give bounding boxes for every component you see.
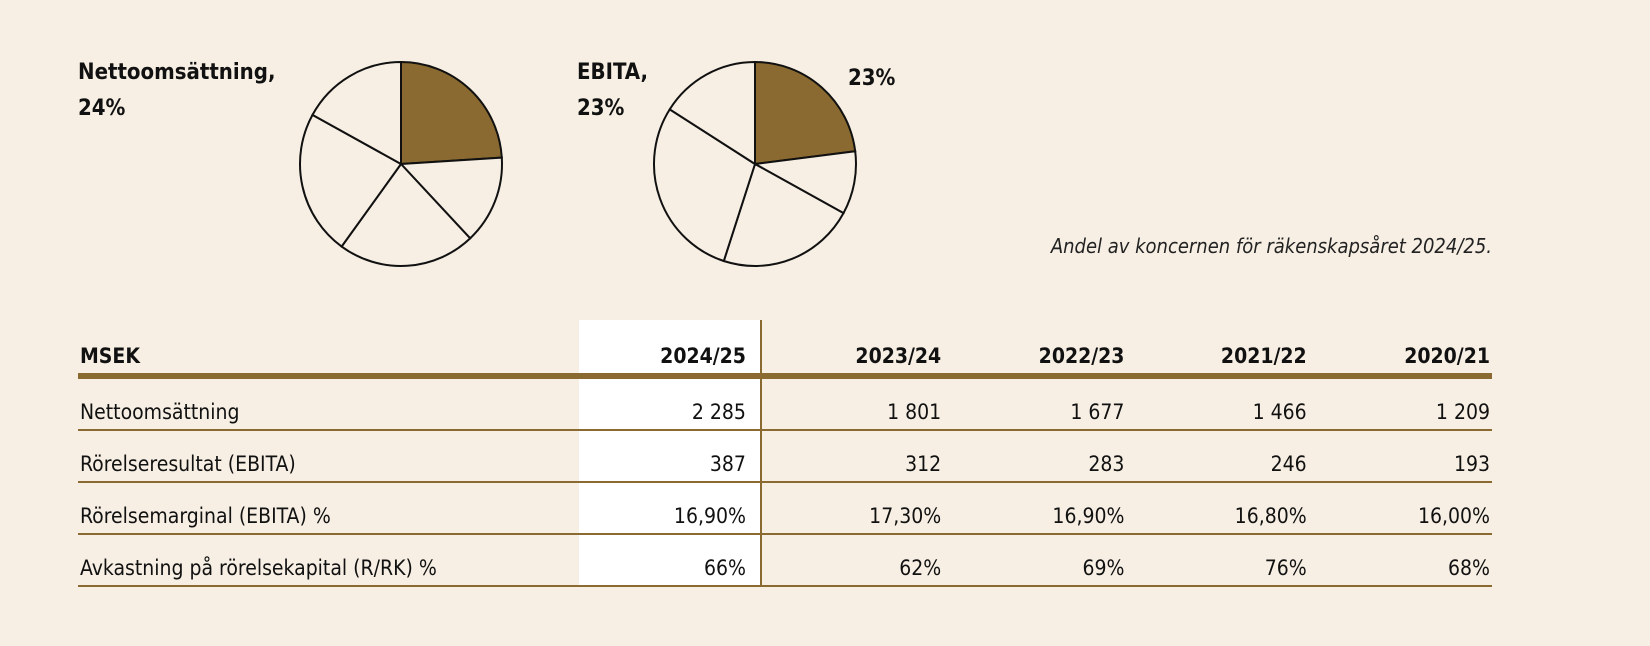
pie1-title: Nettoomsättning, 24% xyxy=(78,55,275,127)
pie1-percent: 24% xyxy=(78,96,126,121)
table-cell: 283 xyxy=(943,430,1127,483)
caption: Andel av koncernen för räkenskapsåret 20… xyxy=(1050,234,1492,258)
pie-chart-ebita xyxy=(653,60,857,267)
table-cell: 2 285 xyxy=(578,376,762,431)
table-cell: 17,30% xyxy=(760,482,944,535)
pie2-slice-label: 23% xyxy=(848,66,896,91)
row-label: Avkastning på rörelsekapital (R/RK) % xyxy=(78,534,579,587)
header-2023-24: 2023/24 xyxy=(760,320,944,379)
header-2024-25: 2024/25 xyxy=(578,320,762,379)
table-cell: 16,90% xyxy=(578,482,762,535)
table-cell: 193 xyxy=(1308,430,1492,483)
pie-slice-3 xyxy=(340,162,472,267)
header-2020-21: 2020/21 xyxy=(1308,320,1492,379)
table-cell: 16,90% xyxy=(943,482,1127,535)
table-row: Nettoomsättning 2 285 1 801 1 677 1 466 1 209 xyxy=(78,376,1492,431)
pie-slice-4 xyxy=(299,113,403,248)
table-cell: 66% xyxy=(578,534,762,587)
pie-slice-2 xyxy=(398,156,503,240)
table-row: Rörelseresultat (EBITA) 387 312 283 246 193 xyxy=(78,430,1492,483)
pie-slice-5 xyxy=(311,60,402,166)
table-cell: 69% xyxy=(943,534,1127,587)
table-header-row: MSEK 2024/25 2023/24 2022/23 2021/22 202… xyxy=(78,320,1492,379)
table-cell: 387 xyxy=(578,430,762,483)
row-label: Nettoomsättning xyxy=(78,376,579,431)
pie-slice-1 xyxy=(400,60,503,166)
pie-slice-3 xyxy=(722,162,845,267)
pie2-title: EBITA, 23% xyxy=(577,55,648,127)
table-cell: 16,80% xyxy=(1126,482,1309,535)
table-cell: 1 209 xyxy=(1308,376,1492,431)
header-2021-22: 2021/22 xyxy=(1126,320,1309,379)
table-cell: 68% xyxy=(1308,534,1492,587)
table-cell: 1 801 xyxy=(760,376,944,431)
table-cell: 246 xyxy=(1126,430,1309,483)
pie-slice-1 xyxy=(754,60,857,166)
table-cell: 16,00% xyxy=(1308,482,1492,535)
table-row: Rörelsemarginal (EBITA) % 16,90% 17,30% 16,… xyxy=(78,482,1492,535)
pie2-title-text: EBITA, xyxy=(577,60,649,85)
table-cell: 62% xyxy=(760,534,944,587)
row-label: Rörelsemarginal (EBITA) % xyxy=(78,482,579,535)
table-cell: 312 xyxy=(760,430,944,483)
row-label: Rörelseresultat (EBITA) xyxy=(78,430,579,483)
pie-chart-nettoomsattning xyxy=(299,60,503,267)
pie-slice-5 xyxy=(668,60,756,166)
pie-slice-4 xyxy=(653,107,757,263)
table-row: Avkastning på rörelsekapital (R/RK) % 66%… xyxy=(78,534,1492,587)
pie2-percent: 23% xyxy=(577,96,625,121)
header-2022-23: 2022/23 xyxy=(943,320,1127,379)
table-cell: 1 466 xyxy=(1126,376,1309,431)
pie1-title-text: Nettoomsättning, xyxy=(78,60,276,85)
header-msek: MSEK xyxy=(78,320,579,379)
table-cell: 76% xyxy=(1126,534,1309,587)
financial-table: MSEK 2024/25 2023/24 2022/23 2021/22 202… xyxy=(78,320,1492,587)
table-cell: 1 677 xyxy=(943,376,1127,431)
